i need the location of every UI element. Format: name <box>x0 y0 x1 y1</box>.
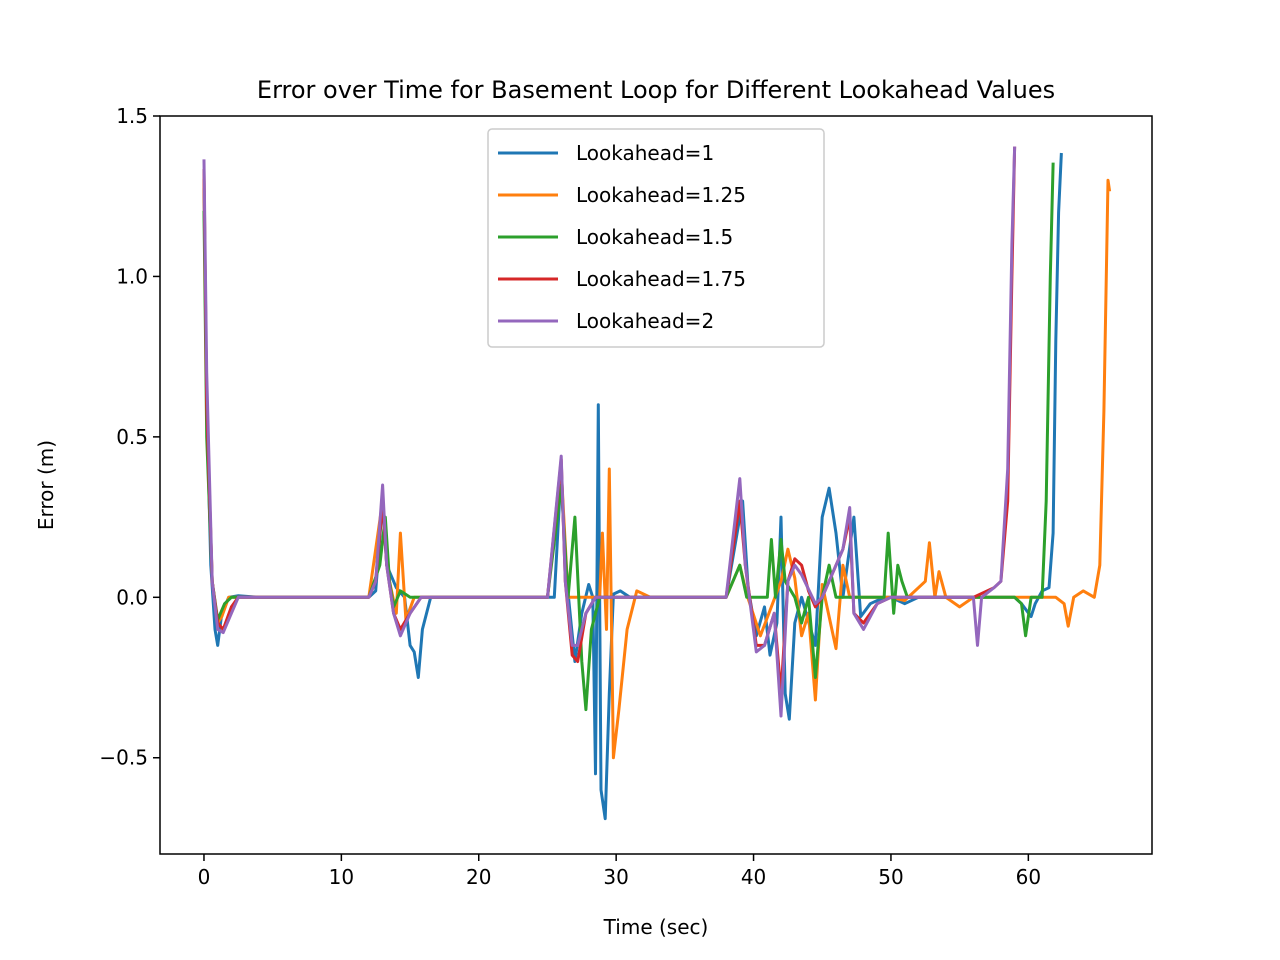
y-tick-label: 0.0 <box>116 585 148 609</box>
plot-lines <box>202 146 1112 821</box>
legend-label: Lookahead=1.75 <box>576 267 746 291</box>
x-tick-label: 20 <box>466 865 491 889</box>
legend-label: Lookahead=2 <box>576 309 714 333</box>
legend-item: Lookahead=1.25 <box>498 183 746 207</box>
x-tick-label: 40 <box>741 865 766 889</box>
legend-item: Lookahead=1.5 <box>498 225 733 249</box>
plot-frame <box>159 115 1153 855</box>
y-tick-label: −0.5 <box>99 746 148 770</box>
legend-label: Lookahead=1.25 <box>576 183 746 207</box>
legend: Lookahead=1 Lookahead=1.25 Lookahead=1.5 Lo… <box>487 128 825 348</box>
series-line-5 <box>202 146 1017 718</box>
legend-label: Lookahead=1 <box>576 141 714 165</box>
y-tick-label: 1.5 <box>116 104 148 128</box>
x-tick-label: 50 <box>878 865 903 889</box>
x-tick-label: 0 <box>198 865 211 889</box>
chart-title: Error over Time for Basement Loop for Di… <box>257 76 1055 104</box>
x-axis: 0 10 20 30 40 50 60 <box>198 854 1041 889</box>
legend-box <box>487 128 825 348</box>
x-tick-label: 60 <box>1016 865 1041 889</box>
legend-item: Lookahead=1 <box>498 141 714 165</box>
legend-item: Lookahead=2 <box>498 309 714 333</box>
y-axis-title: Error (m) <box>34 440 58 530</box>
y-tick-label: 0.5 <box>116 425 148 449</box>
legend-label: Lookahead=1.5 <box>576 225 733 249</box>
x-tick-label: 10 <box>329 865 354 889</box>
y-tick-label: 1.0 <box>116 264 148 288</box>
legend-item: Lookahead=1.75 <box>498 267 746 291</box>
x-tick-label: 30 <box>603 865 628 889</box>
x-axis-title: Time (sec) <box>603 915 709 939</box>
y-axis: −0.5 0.0 0.5 1.0 1.5 <box>99 104 160 770</box>
